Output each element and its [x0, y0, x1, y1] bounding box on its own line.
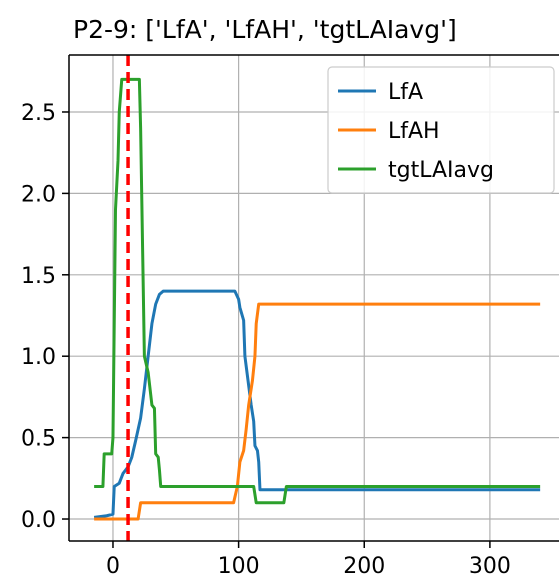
y-tick-label: 2.0 [21, 182, 56, 207]
chart-title: P2-9: ['LfA', 'LfAH', 'tgtLAIavg'] [73, 15, 457, 44]
legend-label-LfAH: LfAH [388, 119, 440, 144]
legend-label-LfA: LfA [388, 80, 423, 105]
y-tick-label: 1.5 [21, 264, 56, 289]
legend: LfA LfAH tgtLAIavg [327, 66, 555, 194]
legend-label-tgtLAIavg: tgtLAIavg [388, 158, 494, 183]
series-lines [93, 55, 541, 541]
series-line-LfA [93, 289, 541, 519]
legend-box [327, 66, 555, 194]
series-line-tgtLAIavg [94, 77, 541, 505]
x-tick-label: 300 [469, 554, 511, 579]
y-tick-label: 1.0 [21, 345, 56, 370]
axes: 0 100 200 300 0.0 0.5 1.0 1.5 2.0 2.5 [21, 54, 559, 579]
y-tick-label: 2.5 [21, 101, 56, 126]
x-tick-label: 0 [106, 554, 120, 579]
x-tick-label: 200 [343, 554, 385, 579]
y-tick-label: 0.5 [21, 427, 56, 452]
x-tick-label: 100 [218, 554, 260, 579]
y-tick-label: 0.0 [21, 508, 56, 533]
series-line-LfAH [94, 302, 541, 521]
